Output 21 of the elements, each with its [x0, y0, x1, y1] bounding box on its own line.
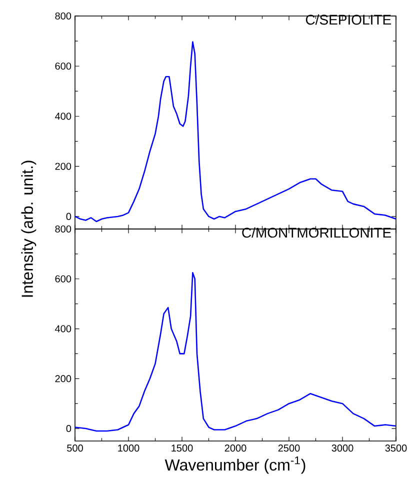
y-tick-label: 400 — [55, 325, 72, 332]
chart-title: C/SEPIOLITE — [306, 14, 391, 25]
x-tick-label: 2500 — [278, 444, 300, 452]
x-axis-title: Wavenumber (cm$^{-1}$) — [164, 456, 306, 474]
y-tick-label: 800 — [55, 12, 72, 20]
y-tick-label: 800 — [55, 225, 72, 233]
y-axis-title: Intensity (arb. unit.) — [21, 160, 36, 297]
y-tick-label: 600 — [55, 62, 72, 70]
y-tick-label: 0 — [66, 212, 72, 220]
x-tick-label: 1500 — [172, 444, 193, 452]
x-tick-label: 3000 — [332, 444, 354, 452]
x-tick-label: 2000 — [224, 444, 246, 452]
x-tick-label: 3500 — [385, 444, 407, 452]
x-tick-label: 500 — [67, 444, 83, 452]
chart-title: C/MONTMORILLONITE — [242, 227, 391, 238]
y-tick-label: 400 — [55, 112, 72, 120]
y-tick-label: 200 — [55, 162, 72, 170]
y-tick-label: 600 — [55, 275, 72, 282]
y-tick-label: 200 — [55, 375, 72, 382]
y-tick-label: 0 — [66, 424, 72, 432]
x-tick-label: 1000 — [118, 444, 140, 452]
